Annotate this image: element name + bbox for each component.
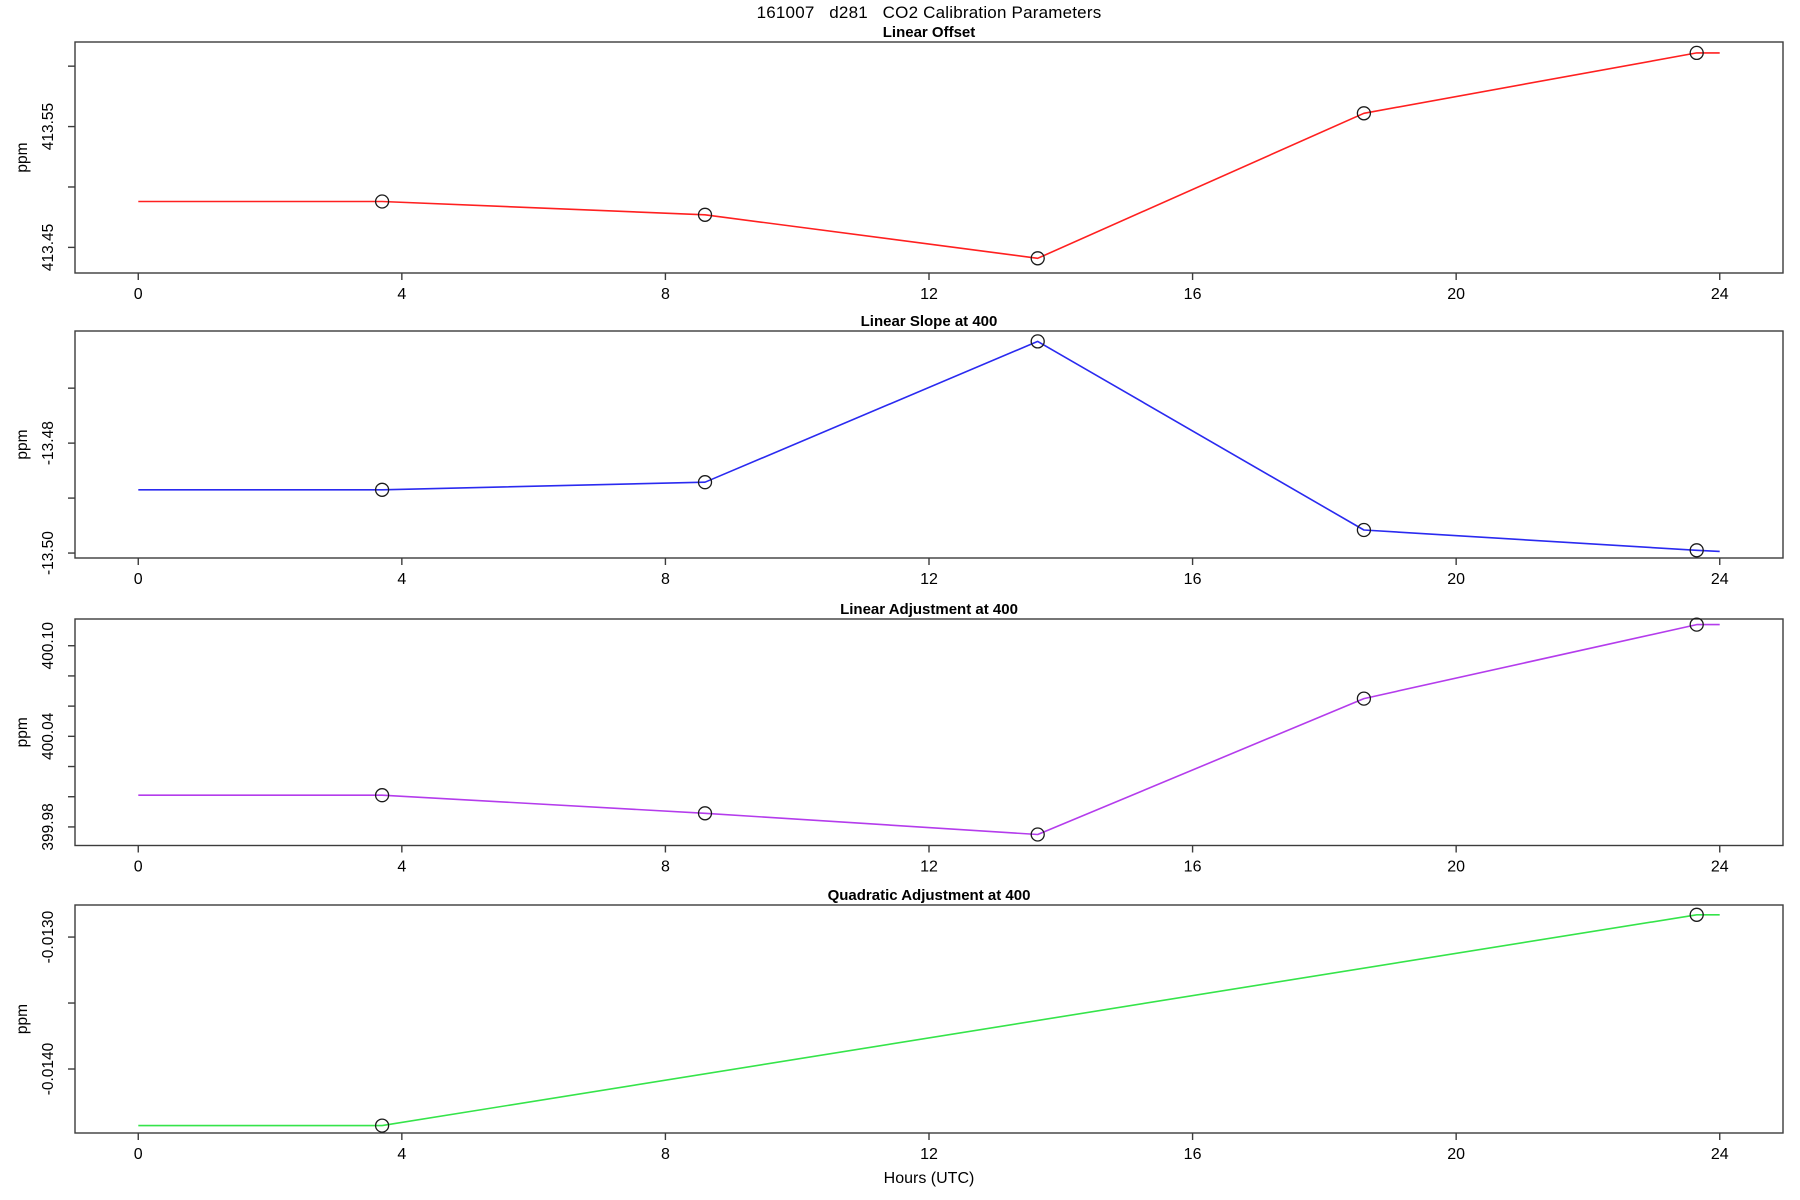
x-tick-label: 12 <box>920 1146 938 1163</box>
x-tick-label: 16 <box>1184 1146 1202 1163</box>
y-axis-title: ppm <box>14 717 31 747</box>
data-line <box>138 52 1720 260</box>
data-point-marker <box>374 1118 390 1133</box>
x-tick-label: 0 <box>134 859 143 876</box>
y-axis-title: ppm <box>14 142 31 172</box>
main-title: 161007 d281 CO2 Calibration Parameters <box>756 3 1102 22</box>
data-point-marker <box>1689 543 1704 558</box>
plot-box <box>74 330 1784 559</box>
y-tick-label: -13.48 <box>40 421 57 465</box>
x-tick-label: 20 <box>1447 571 1465 588</box>
y-tick-label: 413.55 <box>40 103 57 150</box>
x-tick-label: 12 <box>920 859 938 876</box>
panel-title-linear-slope: Linear Slope at 400 <box>860 313 998 330</box>
data-point-marker <box>697 207 713 222</box>
y-tick-label: 399.98 <box>40 803 57 850</box>
y-axis-title: ppm <box>14 1004 31 1034</box>
x-tick-label: 8 <box>661 571 670 588</box>
data-point-marker <box>374 788 390 803</box>
data-point-marker <box>1030 827 1045 842</box>
x-tick-label: 12 <box>920 286 938 303</box>
plot-box <box>74 904 1784 1134</box>
x-tick-label: 20 <box>1447 1146 1465 1163</box>
x-tick-label: 16 <box>1184 286 1202 303</box>
plot-box <box>74 41 1784 274</box>
data-line <box>138 913 1720 1127</box>
y-tick-label: -0.0140 <box>40 1042 57 1095</box>
x-tick-label: 8 <box>661 859 670 876</box>
data-point-marker <box>1356 522 1372 538</box>
x-tick-label: 4 <box>397 571 406 588</box>
data-point-marker <box>1689 45 1704 61</box>
x-tick-label: 0 <box>134 571 143 588</box>
x-tick-label: 20 <box>1447 859 1465 876</box>
y-axis-title: ppm <box>14 429 31 459</box>
panel-title-quadratic-adjustment: Quadratic Adjustment at 400 <box>827 887 1031 904</box>
data-point-marker <box>374 194 390 209</box>
x-tick-label: 8 <box>661 1146 670 1163</box>
x-tick-label: 4 <box>397 1146 406 1163</box>
data-point-marker <box>1030 251 1045 266</box>
data-point-marker <box>1030 334 1045 349</box>
plot-box <box>74 618 1784 847</box>
y-tick-label: 413.45 <box>40 224 57 271</box>
data-line <box>138 623 1720 836</box>
y-tick-label: 400.10 <box>40 622 57 670</box>
x-tick-label: 0 <box>134 1146 143 1163</box>
data-line <box>138 340 1720 553</box>
y-tick-label: -0.0130 <box>40 910 57 963</box>
x-tick-label: 12 <box>920 571 938 588</box>
x-tick-label: 4 <box>397 859 406 876</box>
data-point-marker <box>1356 691 1372 706</box>
x-tick-label: 16 <box>1184 859 1202 876</box>
panel-title-linear-offset: Linear Offset <box>882 24 976 41</box>
x-tick-label: 24 <box>1711 571 1729 588</box>
data-point-marker <box>697 806 713 821</box>
data-point-marker <box>1689 617 1704 632</box>
y-tick-label: 400.04 <box>40 712 57 760</box>
x-tick-label: 20 <box>1447 286 1465 303</box>
data-point-marker <box>1689 907 1704 922</box>
x-tick-label: 8 <box>661 286 670 303</box>
panel-title-linear-adjustment: Linear Adjustment at 400 <box>840 601 1018 618</box>
x-tick-label: 24 <box>1711 286 1729 303</box>
x-tick-label: 0 <box>134 286 143 303</box>
x-tick-label: 16 <box>1184 571 1202 588</box>
x-tick-label: 4 <box>397 286 406 303</box>
x-tick-label: 24 <box>1711 859 1729 876</box>
x-axis-title: Hours (UTC) <box>883 1170 975 1187</box>
data-point-marker <box>697 475 713 490</box>
y-tick-label: -13.50 <box>40 531 57 575</box>
x-tick-label: 24 <box>1711 1146 1729 1163</box>
data-point-marker <box>374 482 390 497</box>
data-point-marker <box>1356 106 1372 121</box>
